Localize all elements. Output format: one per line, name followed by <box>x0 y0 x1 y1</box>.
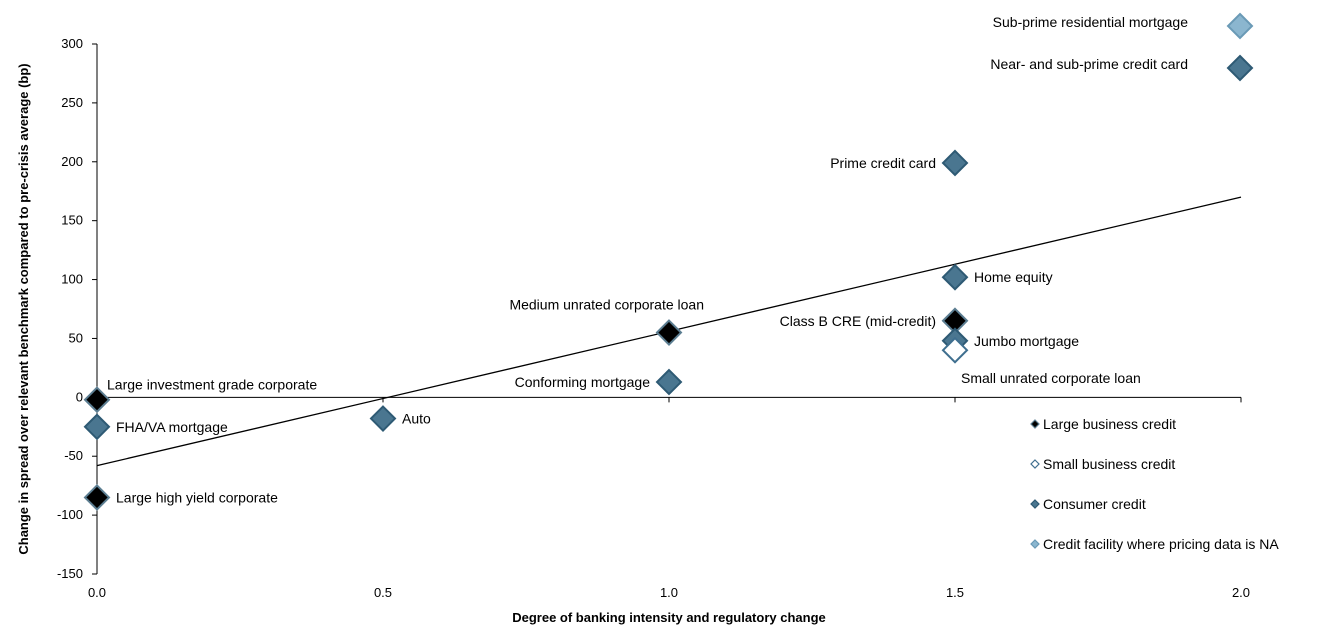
legend-marker-na <box>1030 539 1040 549</box>
data-point-consumer <box>369 405 397 432</box>
x-tick-label: 1.0 <box>660 585 678 600</box>
y-tick-label: 300 <box>61 36 83 51</box>
data-point-label: Auto <box>402 411 431 427</box>
y-tick-label: 50 <box>69 330 83 345</box>
y-tick-label: 150 <box>61 213 83 228</box>
x-tick-label: 2.0 <box>1232 585 1250 600</box>
legend-label-na: Credit facility where pricing data is NA <box>1043 536 1279 552</box>
data-point-small <box>941 336 969 364</box>
y-tick-label: -150 <box>57 566 83 581</box>
legend-marker-large <box>1030 419 1040 429</box>
legend-marker-consumer <box>1030 499 1040 509</box>
data-point-large <box>655 319 683 346</box>
data-point-label: Conforming mortgage <box>515 374 651 390</box>
top-legend-label: Sub-prime residential mortgage <box>993 14 1189 30</box>
data-point-consumer <box>83 413 111 441</box>
data-point-consumer <box>941 149 969 177</box>
y-axis-title: Change in spread over relevant benchmark… <box>16 63 31 554</box>
data-points: Large investment grade corporate FHA/VA m… <box>83 149 1141 511</box>
legend-marker-small <box>1030 459 1040 469</box>
axes: 300 250 200 150 100 50 0 -50 -100 -150 0.0 0.5 1.0 1.… <box>57 36 1250 600</box>
x-tick-label: 1.5 <box>946 585 964 600</box>
legend-label-consumer: Consumer credit <box>1043 496 1146 512</box>
data-point-large <box>83 484 111 511</box>
top-legend-label: Near- and sub-prime credit card <box>990 56 1188 72</box>
data-point-label: Large high yield corporate <box>116 489 278 505</box>
x-axis-title: Degree of banking intensity and regulato… <box>512 610 826 625</box>
data-point-label: Class B CRE (mid-credit) <box>780 313 936 329</box>
top-legend: Sub-prime residential mortgage Near- and … <box>990 12 1254 82</box>
legend: Large business credit Small business cred… <box>1030 416 1279 552</box>
data-point-consumer <box>655 368 683 396</box>
data-point-large <box>83 386 111 414</box>
x-tick-label: 0.0 <box>88 585 106 600</box>
y-tick-label: 100 <box>61 272 83 287</box>
data-point-label: Small unrated corporate loan <box>961 370 1141 386</box>
data-point-label: Large investment grade corporate <box>107 377 317 393</box>
x-tick-label: 0.5 <box>374 585 392 600</box>
y-tick-label: 250 <box>61 95 83 110</box>
legend-label-small: Small business credit <box>1043 456 1175 472</box>
legend-label-large: Large business credit <box>1043 416 1176 432</box>
y-tick-label: -100 <box>57 507 83 522</box>
y-tick-label: 0 <box>76 389 83 404</box>
data-point-label: Home equity <box>974 269 1053 285</box>
data-point-label: Medium unrated corporate loan <box>509 297 704 313</box>
y-tick-label: -50 <box>64 448 83 463</box>
top-legend-marker <box>1226 54 1254 82</box>
data-point-label: FHA/VA mortgage <box>116 419 228 435</box>
top-legend-marker <box>1226 12 1254 40</box>
data-point-consumer <box>941 263 969 291</box>
data-point-label: Jumbo mortgage <box>974 333 1079 349</box>
data-point-label: Prime credit card <box>830 155 936 171</box>
y-tick-label: 200 <box>61 154 83 169</box>
